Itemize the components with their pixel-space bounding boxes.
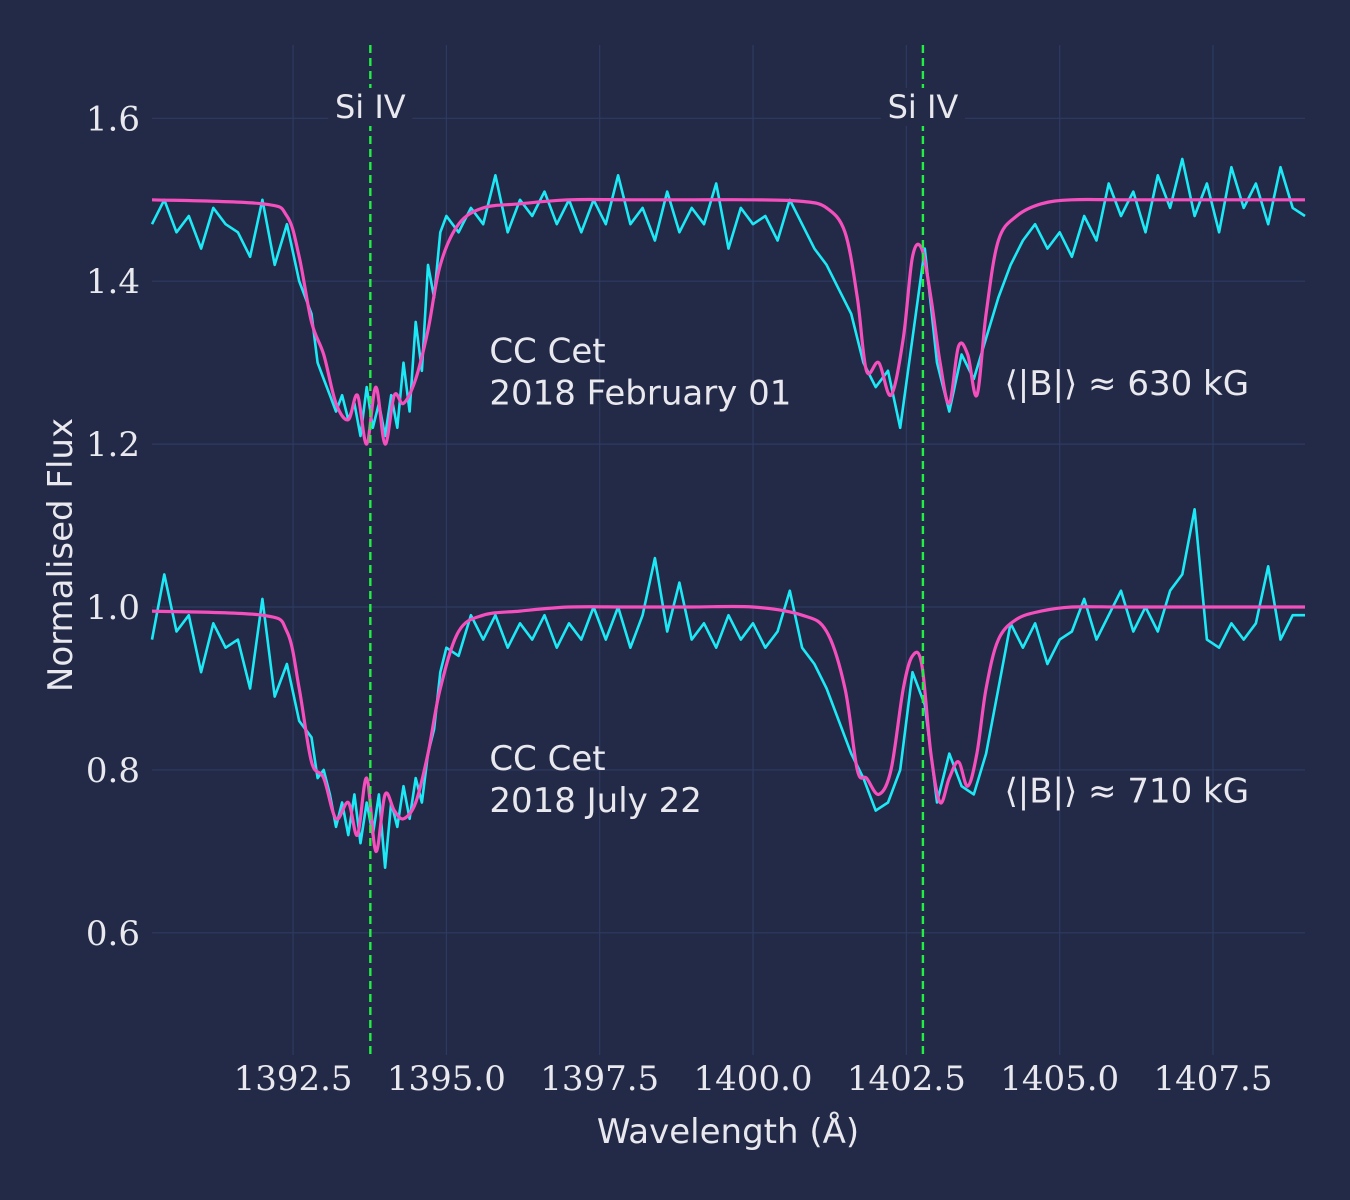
y-tick-label: 0.6	[86, 914, 140, 954]
annotation-line: ⟨|B|⟩ ≈ 630 kG	[1004, 364, 1249, 404]
x-tick-label: 1397.5	[540, 1059, 659, 1099]
y-tick-label: 1.4	[86, 262, 140, 302]
axis-ticks: 1392.5 1395.0 1397.5 1400.0 1402.5 1405.0 1407…	[86, 99, 1273, 1099]
reference-line-label: Si IV	[335, 88, 406, 126]
y-tick-label: 0.8	[86, 751, 140, 791]
annotation-text: CC Cet 2018 July 22	[489, 739, 702, 821]
x-tick-label: 1402.5	[847, 1059, 966, 1099]
observed-spectrum-line-1	[150, 157, 1306, 438]
annotation-line: CC Cet	[489, 332, 605, 372]
annotation-text: ⟨|B|⟩ ≈ 630 kG	[1004, 364, 1249, 404]
plot-area	[150, 157, 1306, 869]
y-tick-label: 1.0	[86, 588, 140, 628]
reference-line-label: Si IV	[888, 88, 959, 126]
annotation-line: ⟨|B|⟩ ≈ 710 kG	[1004, 772, 1249, 812]
model-spectrum-line-1	[151, 197, 1305, 446]
y-tick-label: 1.2	[86, 425, 140, 465]
model-spectrum-line-2	[151, 604, 1305, 854]
reference-lines: Si IV Si IV	[328, 45, 965, 1055]
reference-label-background	[328, 88, 413, 126]
x-tick-label: 1395.0	[387, 1059, 506, 1099]
y-tick-label: 1.6	[86, 99, 140, 139]
x-tick-label: 1400.0	[694, 1059, 813, 1099]
annotation-text: ⟨|B|⟩ ≈ 710 kG	[1004, 772, 1249, 812]
annotation-text: CC Cet 2018 February 01	[489, 332, 791, 414]
annotation-line: 2018 February 01	[489, 374, 791, 414]
x-tick-label: 1392.5	[234, 1059, 353, 1099]
x-tick-label: 1405.0	[1000, 1059, 1119, 1099]
annotation-line: CC Cet	[489, 739, 605, 779]
y-axis-label: Normalised Flux	[41, 418, 81, 692]
reference-label-background	[880, 88, 965, 126]
x-axis-label: Wavelength (Å)	[597, 1111, 859, 1152]
x-tick-label: 1407.5	[1154, 1059, 1273, 1099]
annotation-line: 2018 July 22	[489, 781, 702, 821]
